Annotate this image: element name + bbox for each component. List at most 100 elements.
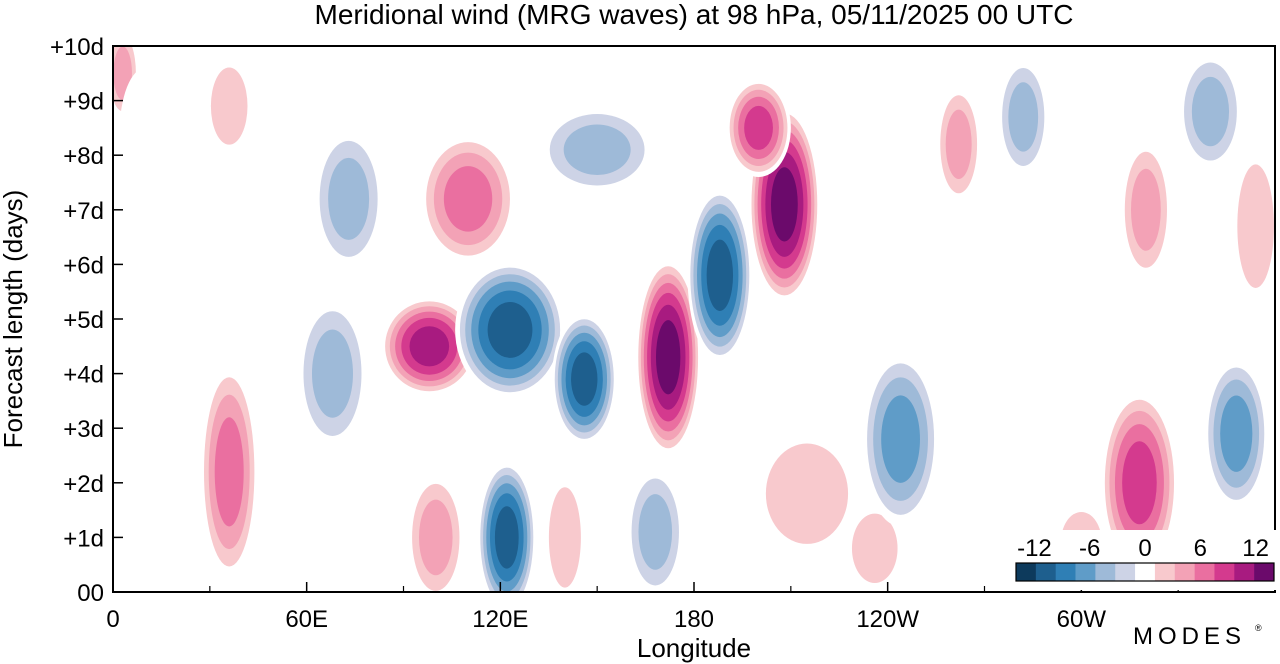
contour-level-pos-4 xyxy=(851,513,898,584)
contour-feature xyxy=(296,297,368,450)
contour-feature xyxy=(1032,209,1098,319)
contour-level-pos-2 xyxy=(113,231,165,407)
colorbar-swatch xyxy=(1214,563,1235,581)
contour-feature xyxy=(419,133,517,265)
contour-feature xyxy=(687,187,753,363)
contour-feature xyxy=(119,67,172,199)
y-axis-label: Forecast length (days) xyxy=(0,190,28,449)
contour-feature xyxy=(113,231,165,407)
contour-feature xyxy=(971,253,1017,363)
colorbar-label: -6 xyxy=(1079,535,1100,562)
contour-level-pos-8 xyxy=(214,417,244,527)
contour-level-neg-2 xyxy=(119,67,172,199)
contour-feature xyxy=(1203,357,1269,511)
contour-level-pos-4 xyxy=(548,487,581,588)
y-tick-label: +10d xyxy=(50,34,104,61)
contour-feature xyxy=(748,422,866,565)
contour-feature xyxy=(635,258,701,456)
contour-level-pos-2 xyxy=(264,73,330,369)
colorbar-swatch xyxy=(1154,563,1176,581)
contour-feature xyxy=(626,466,685,592)
contour-level-neg-12 xyxy=(494,506,519,569)
watermark: MODES xyxy=(1133,623,1246,650)
contour-level-neg-8 xyxy=(1220,395,1253,472)
colorbar-swatch xyxy=(1016,563,1037,581)
colorbar-swatch xyxy=(1075,563,1096,581)
x-tick-label: 0 xyxy=(106,606,119,633)
colorbar-label: 0 xyxy=(1138,535,1151,562)
x-tick-label: 120W xyxy=(856,606,919,633)
colorbar-border xyxy=(1015,562,1275,582)
contour-level-neg-6 xyxy=(328,157,370,240)
colorbar-swatch xyxy=(1115,563,1136,581)
contour-feature xyxy=(203,51,255,161)
contour-feature xyxy=(455,261,565,399)
contour-feature xyxy=(264,73,330,369)
y-tick-label: +1d xyxy=(63,525,104,552)
y-tick-label: +6d xyxy=(63,252,104,279)
x-axis-label: Longitude xyxy=(637,633,751,663)
contour-feature xyxy=(861,351,940,527)
watermark-registered-mark: ® xyxy=(1255,623,1262,633)
contour-feature xyxy=(1229,138,1275,314)
y-tick-label: +2d xyxy=(63,471,104,498)
contour-level-pos-10 xyxy=(744,105,773,150)
contour-feature xyxy=(380,297,478,396)
contour-level-pos-14 xyxy=(770,167,798,242)
colorbar-swatch xyxy=(1095,563,1116,581)
contour-level-neg-6 xyxy=(638,494,673,570)
x-tick-label: 120E xyxy=(472,606,528,633)
contour-feature xyxy=(539,106,656,194)
contour-level-pos-4 xyxy=(1237,164,1274,288)
contour-level-pos-6 xyxy=(945,109,972,179)
y-axis: 00 +1d +2d +3d +4d +5d +6d +7d +8d +9d +10d xyxy=(50,34,123,607)
contour-feature xyxy=(726,78,791,177)
x-tick-label: 60E xyxy=(285,606,328,633)
y-tick-label: +7d xyxy=(63,198,104,225)
contour-level-neg-6 xyxy=(1191,76,1230,147)
colorbar-label: 6 xyxy=(1194,535,1207,562)
contour-level-neg-6 xyxy=(563,124,631,175)
chart-title: Meridional wind (MRG waves) at 98 hPa, 0… xyxy=(315,0,1074,30)
y-tick-label: +3d xyxy=(63,416,104,443)
contour-level-neg-6 xyxy=(311,329,353,418)
contour-feature xyxy=(200,362,259,582)
contour-level-pos-8 xyxy=(443,166,493,232)
colorbar-swatch xyxy=(1055,563,1076,581)
contour-feature xyxy=(1120,138,1172,281)
contour-level-pos-6 xyxy=(1130,168,1161,251)
contour-feature xyxy=(542,466,588,592)
contour-level-neg-12 xyxy=(487,302,533,358)
colorbar-swatch xyxy=(1254,563,1275,581)
contour-field xyxy=(113,46,1275,592)
colorbar-swatch xyxy=(1035,563,1056,581)
colorbar-swatch xyxy=(1194,563,1215,581)
contour-level-pos-2 xyxy=(971,253,1017,363)
colorbar-swatch xyxy=(1135,563,1156,581)
contour-feature xyxy=(1100,390,1179,576)
contour-level-neg-12 xyxy=(571,352,598,406)
contour-feature xyxy=(1178,51,1243,172)
contour-feature xyxy=(406,471,465,592)
contour-level-pos-12 xyxy=(409,326,450,367)
colorbar-swatch xyxy=(1174,563,1195,581)
contour-level-pos-4 xyxy=(765,443,849,544)
y-tick-label: +8d xyxy=(63,143,104,170)
contour-level-pos-14 xyxy=(655,320,681,395)
contour-level-neg-2 xyxy=(145,324,197,576)
y-tick-label: +5d xyxy=(63,307,104,334)
contour-feature xyxy=(551,313,617,445)
contour-level-neg-2 xyxy=(1032,209,1098,319)
contour-level-pos-6 xyxy=(418,499,453,576)
colorbar-label: -12 xyxy=(1017,535,1052,562)
contour-feature xyxy=(936,84,982,205)
contour-level-neg-8 xyxy=(881,395,920,483)
x-tick-label: 60W xyxy=(1057,606,1107,633)
contour-level-pos-4 xyxy=(210,67,248,145)
contour-feature xyxy=(313,127,385,270)
contour-feature xyxy=(997,56,1050,178)
contour-feature xyxy=(477,461,536,592)
colorbar: -12 -6 0 6 12 xyxy=(1008,530,1280,590)
y-tick-label: +9d xyxy=(63,89,104,116)
